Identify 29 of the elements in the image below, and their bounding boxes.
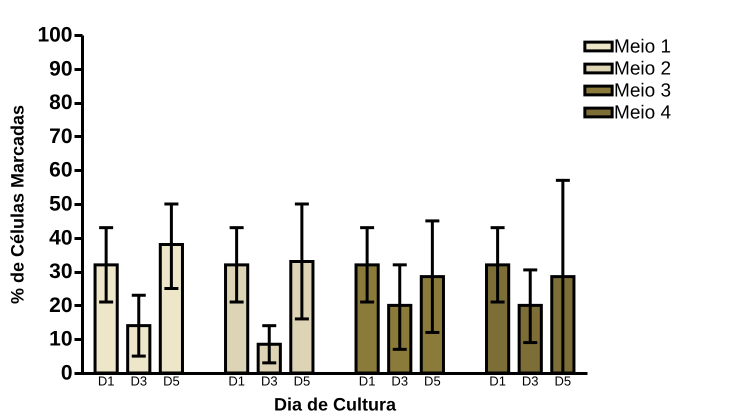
x-tick-label: D3 — [391, 374, 408, 388]
x-tick-label: D1 — [98, 374, 114, 388]
y-tick-label: 60 — [49, 158, 72, 182]
y-tick-label: 80 — [49, 91, 72, 114]
y-tick-label: 70 — [49, 124, 72, 148]
y-axis-title: % de Células Marcadas — [7, 104, 28, 304]
x-tick-label: D1 — [358, 374, 376, 388]
legend-label: Meio 2 — [614, 58, 672, 80]
x-axis-title: Dia de Cultura — [274, 394, 397, 414]
x-tick-label: D3 — [522, 374, 539, 388]
y-tick-label: 30 — [49, 260, 72, 284]
x-tick-label: D5 — [424, 374, 441, 388]
x-tick-label: D1 — [489, 374, 506, 388]
legend-label: Meio 3 — [614, 80, 672, 102]
y-tick-label: 40 — [49, 226, 72, 250]
x-tick-label: D3 — [260, 374, 278, 388]
x-tick-label: D5 — [294, 374, 310, 388]
legend-label: Meio 1 — [614, 36, 672, 58]
y-tick-label: 90 — [49, 57, 72, 80]
y-tick-label: 10 — [49, 328, 72, 351]
y-tick-label: 20 — [49, 294, 72, 317]
legend-label: Meio 4 — [614, 102, 672, 124]
x-tick-label: D1 — [228, 374, 245, 388]
y-tick-label: 50 — [49, 192, 72, 216]
y-tick-label: 100 — [37, 24, 72, 46]
x-tick-label: D5 — [163, 374, 180, 388]
x-tick-label: D3 — [130, 374, 148, 388]
x-tick-label: D5 — [554, 374, 572, 388]
y-tick-label: 0 — [60, 362, 72, 384]
